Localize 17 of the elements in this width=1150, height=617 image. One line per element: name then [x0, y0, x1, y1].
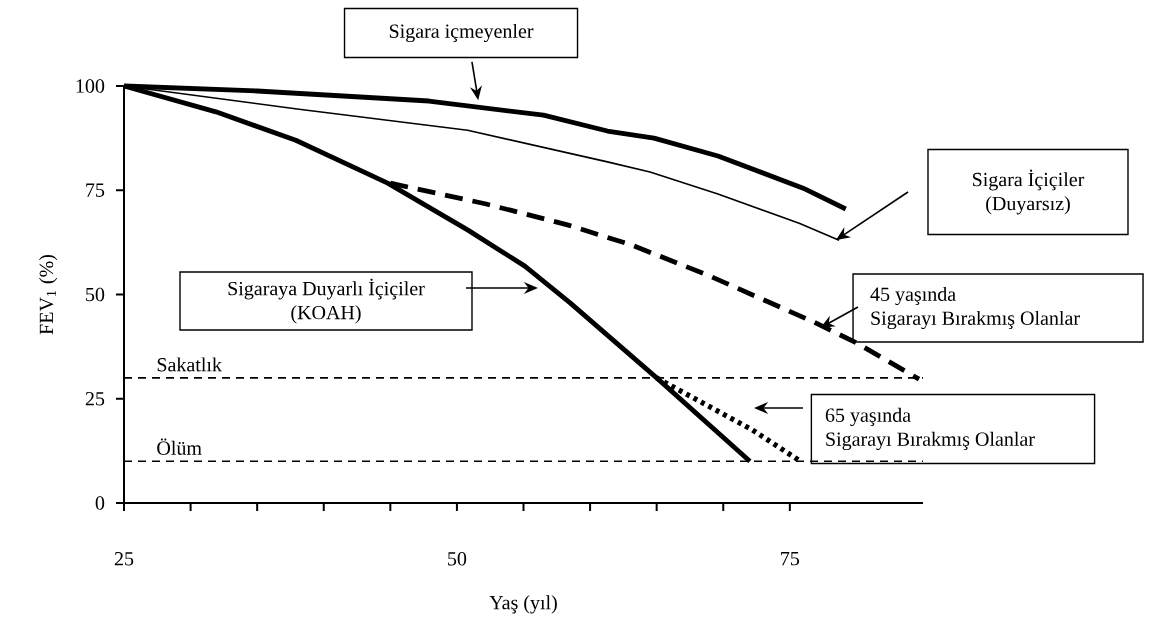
- y-tick-label: 50: [86, 287, 105, 302]
- y-tick-label: 0: [95, 496, 105, 510]
- y-tick-label: 100: [76, 79, 105, 93]
- y-tick-label: 25: [85, 392, 105, 406]
- x-axis-title: Yaş (yıl): [489, 595, 557, 614]
- annotation: Sigara içmeyenler: [389, 23, 534, 43]
- text: Sigara İçiçiler (Duyarsız): [972, 169, 1085, 215]
- ref-line-label: Sakatlık: [157, 357, 222, 372]
- annotation: 65 yaşında Sigarayı Bırakmış Olanlar: [825, 407, 1035, 451]
- x-tick-label: 25: [114, 552, 134, 566]
- annotation: Sigaraya Duyarlı İçiçiler (KOAH): [228, 278, 425, 324]
- y-tick-label: 75: [86, 183, 105, 197]
- annotation: 45 yaşında Sigarayı Bırakmış Olanlar: [870, 286, 1080, 330]
- ref-line-label: Ölüm: [157, 438, 202, 455]
- x-tick-label: 75: [781, 552, 800, 566]
- y-axis-title: FEV$_{1}$ (%): [39, 255, 58, 335]
- x-tick-label: 50: [448, 552, 467, 566]
